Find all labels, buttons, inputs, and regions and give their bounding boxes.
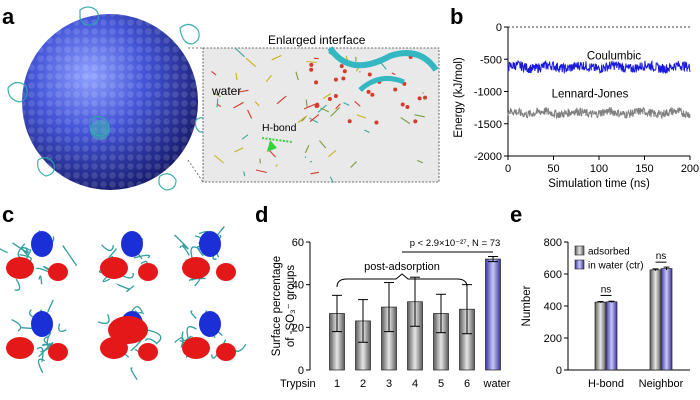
y-tick-label: 400 <box>544 301 562 313</box>
bracket-label: post-adsorption <box>364 261 440 273</box>
stat-text: p < 2.9×10⁻²⁷, N = 73 <box>410 238 501 249</box>
trypsin-structure <box>174 226 236 287</box>
y-tick-label: -1500 <box>474 119 502 131</box>
x-tick-label: 100 <box>590 163 608 175</box>
y-tick-label: 60 <box>292 237 304 249</box>
x-tick-label: 3 <box>386 378 392 390</box>
y-tick-label: -2000 <box>474 151 502 163</box>
y-tick-label: 20 <box>292 322 304 334</box>
legend-swatch <box>574 259 585 270</box>
x-tick-label: 5 <box>438 378 444 390</box>
significance-label: ns <box>656 251 667 262</box>
trypsin-structure <box>97 305 162 381</box>
trypsin-structure <box>174 310 247 361</box>
y-tick-label: 200 <box>544 333 562 345</box>
panel-label-b: b <box>450 4 463 29</box>
y-axis-label-line: Surface percentage <box>271 256 283 356</box>
y-tick-label: -1000 <box>474 87 502 99</box>
x-tick-label: 200 <box>681 163 699 175</box>
x-tick-label: 1 <box>334 378 340 390</box>
y-axis-label: Surface percentage of -SO₃⁻ groups <box>271 256 297 356</box>
panel-c: c <box>0 202 247 381</box>
panel-label-c: c <box>2 202 14 227</box>
enlarged-interface-inset <box>202 46 440 183</box>
y-tick-label: 40 <box>292 280 304 292</box>
legend-swatch <box>574 245 585 256</box>
bar <box>660 268 673 371</box>
significance-label: ns <box>601 284 612 295</box>
x-tick-label: 0 <box>505 163 511 175</box>
panel-d: d 0 20 40 60 Surface percentage of -SO₃⁻ grou… <box>255 202 511 390</box>
panel-e: e 0 200 400 600 800 Number H-bond ns Neighbor ns a… <box>510 202 690 390</box>
y-tick-label: 800 <box>544 237 562 249</box>
x-tick-label: 4 <box>412 378 418 390</box>
series-line-0 <box>507 59 691 74</box>
x-tick-label: water <box>483 378 511 390</box>
trypsin-structures-image <box>0 226 247 381</box>
y-axis-label: Number <box>521 285 533 326</box>
trypsin-structure <box>98 231 158 293</box>
inset-title: Enlarged interface <box>268 33 366 47</box>
y-tick-label: -500 <box>480 54 502 66</box>
y-axis-label: Energy (kJ/mol) <box>453 57 465 138</box>
nanoparticle-sphere-image <box>7 6 209 191</box>
y-tick-label: 0 <box>298 365 304 377</box>
legend-label: adsorbed <box>588 247 630 258</box>
number-chart: 0 200 400 600 800 Number H-bond ns Neighbor ns ads… <box>521 237 690 390</box>
x-axis-label: Simulation time (ns) <box>548 178 650 190</box>
x-tick-label: 6 <box>464 378 470 390</box>
bar <box>649 269 662 371</box>
x-tick-label: 150 <box>635 163 653 175</box>
hbond-label: H-bond <box>262 122 297 134</box>
y-tick-label: 0 <box>556 365 562 377</box>
x-tick-label: 2 <box>360 378 366 390</box>
panel-label-a: a <box>2 4 15 29</box>
panel-label-d: d <box>255 202 268 227</box>
bar <box>605 301 618 371</box>
panel-label-e: e <box>510 202 522 227</box>
y-tick-label: 600 <box>544 269 562 281</box>
x-tick-label: 50 <box>547 163 559 175</box>
series-label-1: Lennard-Jones <box>552 88 629 100</box>
series-line-1 <box>507 106 691 120</box>
water-label: water <box>211 84 241 98</box>
surface-percentage-chart: 0 20 40 60 Surface percentage of -SO₃⁻ groups… <box>271 237 511 390</box>
x-tick-label: H-bond <box>588 378 624 390</box>
trypsin-structure <box>0 230 78 291</box>
x-tick-label: Neighbor <box>639 378 684 390</box>
trypsin-structure <box>6 299 68 373</box>
y-tick-label: 0 <box>496 22 502 34</box>
bar <box>485 258 501 371</box>
series-label-0: Coulumbic <box>587 50 642 62</box>
legend-label: in water (ctr) <box>588 261 644 272</box>
x-prefix-label: Trypsin <box>280 378 316 390</box>
panel-a: a Enlarge <box>2 4 440 191</box>
y-axis-label-line: of -SO₃⁻ groups <box>285 265 297 348</box>
post-adsorption-bracket <box>336 273 468 288</box>
bar <box>594 301 607 371</box>
